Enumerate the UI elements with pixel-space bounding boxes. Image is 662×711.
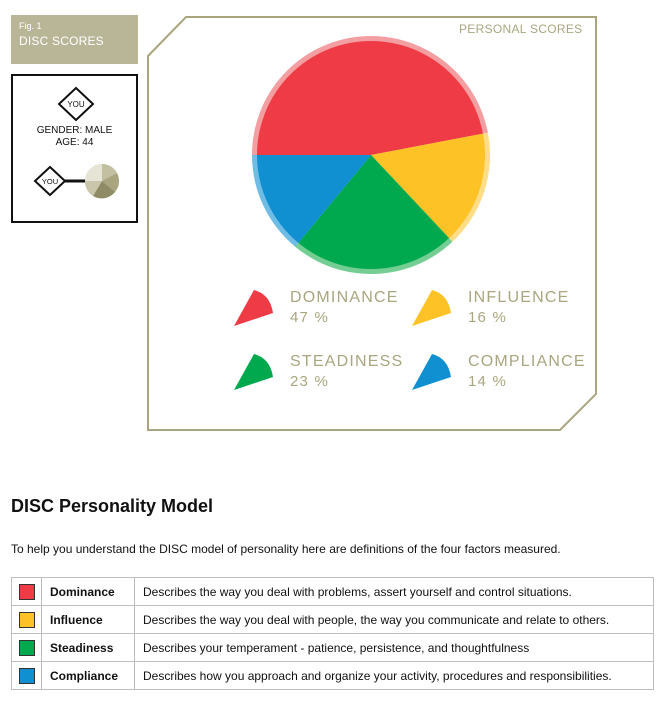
dominance-legend-wedge-icon: [234, 290, 273, 326]
legend-label: COMPLIANCE: [468, 353, 586, 370]
figure-title: DISC SCORES: [19, 34, 104, 48]
table-row: Dominance Describes the way you deal wit…: [11, 577, 654, 606]
section-intro: To help you understand the DISC model of…: [11, 542, 561, 556]
you-card: YOU YOU GENDER: MALE AGE: 44: [11, 74, 138, 223]
legend-icons: [234, 290, 451, 390]
you-badge-icon: YOU: [57, 86, 95, 122]
pie-slice-dominance: [257, 40, 483, 155]
table-row: Steadiness Describes your temperament - …: [11, 633, 654, 662]
mini-pie-icon: [84, 164, 120, 199]
legend-label: STEADINESS: [290, 353, 404, 370]
table-row: Compliance Describes how you approach an…: [11, 661, 654, 690]
compliance-legend-wedge-icon: [412, 354, 451, 390]
figure-number: Fig. 1: [19, 21, 42, 31]
legend-value: 47 %: [290, 309, 329, 326]
factor-name: Dominance: [41, 577, 135, 606]
section-heading: DISC Personality Model: [11, 496, 214, 516]
figure-label: Fig. 1 DISC SCORES: [11, 15, 138, 64]
pie-chart: [252, 35, 491, 275]
factor-description: Describes the way you deal with problems…: [134, 577, 654, 606]
factor-name: Compliance: [41, 661, 135, 690]
factor-name: Influence: [41, 605, 135, 634]
legend-value: 14 %: [468, 373, 507, 390]
pie-slice-compliance: [257, 155, 371, 243]
you-badge-label: YOU: [67, 100, 85, 109]
compliance-swatch: [18, 667, 35, 684]
panel-caption: PERSONAL SCORES: [459, 22, 583, 36]
you-link-badge-label: YOU: [42, 177, 58, 186]
you-card-graphics: YOU YOU: [33, 86, 120, 199]
legend-label: DOMINANCE: [290, 289, 399, 306]
age-text: AGE: 44: [55, 137, 94, 148]
factor-description: Describes your temperament - patience, p…: [134, 633, 654, 662]
definitions-table: Dominance Describes the way you deal wit…: [11, 577, 654, 690]
factor-description: Describes the way you deal with people, …: [134, 605, 654, 634]
legend-value: 23 %: [290, 373, 329, 390]
table-row: Influence Describes the way you deal wit…: [11, 605, 654, 634]
factor-name: Steadiness: [41, 633, 135, 662]
factor-description: Describes how you approach and organize …: [134, 661, 654, 690]
pie-slice-influence: [371, 133, 485, 239]
scores-panel: [147, 16, 597, 431]
legend-label: INFLUENCE: [468, 289, 570, 306]
you-link-icon: YOU: [33, 165, 85, 197]
panel-frame: [147, 16, 597, 431]
gender-text: GENDER: MALE: [36, 125, 113, 136]
steadiness-legend-wedge-icon: [234, 354, 273, 390]
influence-legend-wedge-icon: [412, 290, 451, 326]
legend-value: 16 %: [468, 309, 507, 326]
influence-swatch: [18, 611, 35, 628]
steadiness-swatch: [18, 639, 35, 656]
dominance-swatch: [18, 583, 35, 600]
pie-slice-steadiness: [298, 155, 450, 269]
